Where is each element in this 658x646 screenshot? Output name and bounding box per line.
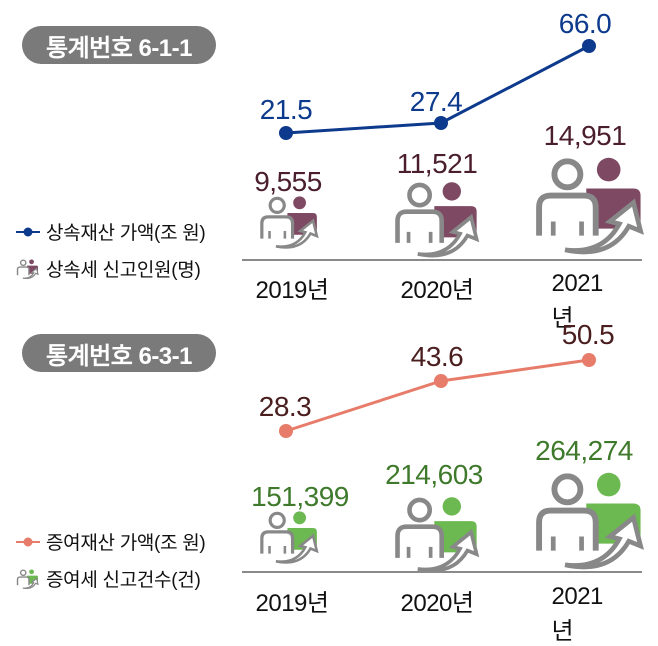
line-marker-icon: [16, 227, 40, 236]
data-point: [279, 126, 293, 140]
count-value-2019: 151,399: [251, 481, 349, 512]
stat-number-badge: 통계번호 6-3-1: [22, 334, 216, 372]
people-up-icon: [16, 258, 39, 279]
count-value-2019: 9,555: [254, 166, 322, 197]
legend-line-item: 증여재산 가액(조 원): [14, 528, 206, 555]
people-up-icon: [395, 497, 480, 573]
people-up-icon: [536, 157, 644, 255]
x-axis: [242, 571, 642, 573]
stat-number-badge: 통계번호 6-1-1: [22, 26, 216, 64]
people-up-icon: [395, 182, 480, 258]
people-up-icon: [260, 196, 319, 249]
year-label: 2020년: [400, 590, 474, 617]
data-point: [434, 374, 448, 388]
count-value-2021: 14,951: [543, 120, 627, 151]
legend-line-item: 상속재산 가액(조 원): [14, 218, 206, 245]
line-marker-icon: [16, 537, 40, 546]
line-value-2019: 28.3: [258, 391, 312, 422]
data-point: [434, 116, 448, 130]
legend-line-label: 상속재산 가액(조 원): [46, 223, 206, 244]
line-value-2021: 50.5: [561, 319, 615, 350]
panel-gift: 통계번호 6-3-1 28.3 43.6 50.5 151,399 214,60…: [0, 315, 658, 645]
data-point: [582, 353, 596, 367]
data-point: [582, 39, 596, 53]
year-label: 2021년: [551, 270, 604, 332]
people-up-icon: [536, 472, 644, 570]
panel-inheritance: 통계번호 6-1-1 21.5 27.4 66.0 9,555 11,521 1…: [0, 0, 658, 332]
line-value-2021: 66.0: [558, 8, 612, 39]
inheritance-value-line: [279, 39, 596, 140]
legend-icon-item: 상속세 신고인원(명): [14, 255, 201, 282]
legend-icon-label: 상속세 신고인원(명): [46, 260, 201, 281]
count-value-2021: 264,274: [535, 435, 633, 466]
people-up-icon: [260, 511, 319, 564]
x-axis: [242, 259, 642, 261]
year-label: 2020년: [400, 277, 474, 304]
year-label: 2021년: [551, 583, 604, 645]
line-value-2019: 21.5: [259, 94, 313, 125]
line-value-2020: 27.4: [409, 86, 463, 117]
gift-value-line: [279, 353, 596, 438]
line-value-2020: 43.6: [410, 341, 464, 372]
legend-icon-label: 증여세 신고건수(건): [46, 570, 201, 591]
people-up-icon: [16, 568, 39, 589]
legend-line-label: 증여재산 가액(조 원): [46, 533, 206, 554]
legend-icon-item: 증여세 신고건수(건): [14, 565, 201, 592]
count-value-2020: 11,521: [396, 148, 478, 179]
data-point: [279, 424, 293, 438]
year-label: 2019년: [255, 277, 329, 304]
year-label: 2019년: [255, 590, 329, 617]
count-value-2020: 214,603: [385, 459, 483, 490]
